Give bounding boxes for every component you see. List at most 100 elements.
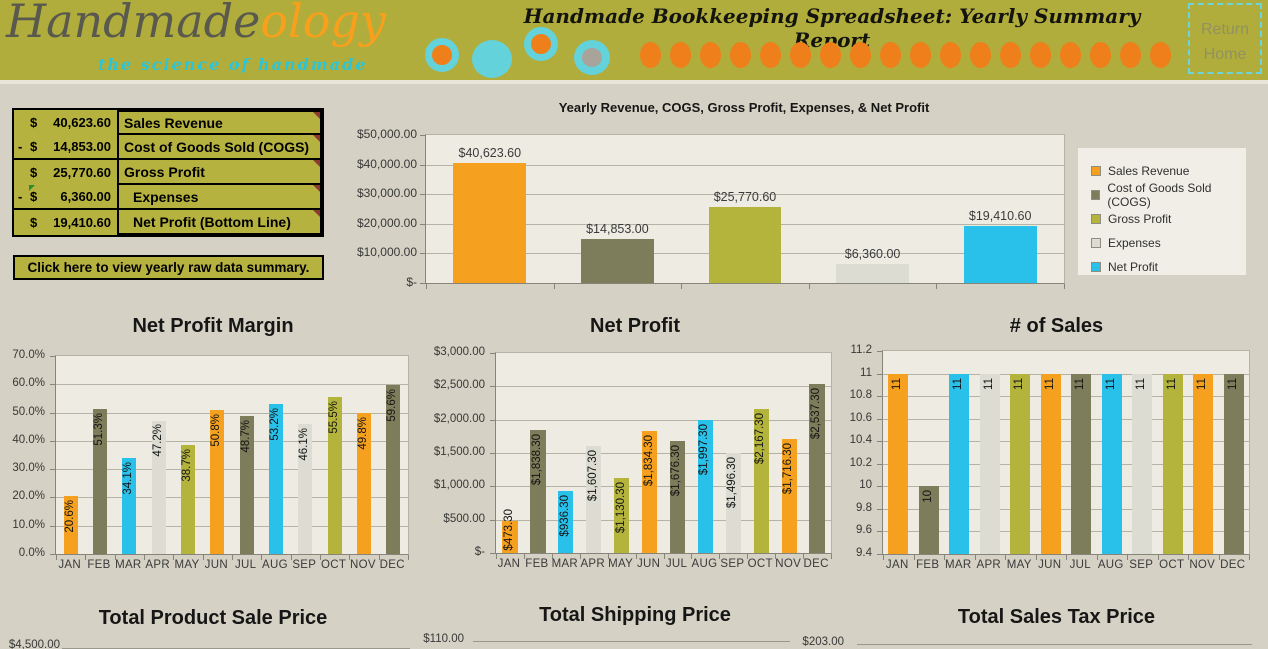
bar[interactable] bbox=[836, 264, 909, 283]
x-axis-label: OCT bbox=[321, 559, 347, 571]
label-cell[interactable]: Gross Profit bbox=[117, 158, 322, 185]
chart-net-profit-monthly[interactable]: Net Profit $3,000.00 $2,500.00 $2,000.00 $1… bbox=[430, 312, 840, 587]
table-row: $19,410.60 Net Profit (Bottom Line) bbox=[14, 208, 322, 235]
gridline bbox=[473, 641, 790, 642]
bar[interactable] bbox=[586, 445, 602, 553]
bar[interactable] bbox=[530, 430, 546, 553]
chart-yearly-summary[interactable]: Yearly Revenue, COGS, Gross Profit, Expe… bbox=[340, 95, 1080, 295]
y-tick-mark bbox=[50, 356, 55, 357]
bar[interactable] bbox=[210, 410, 225, 554]
bar[interactable] bbox=[1040, 373, 1061, 554]
x-axis-label: APR bbox=[976, 559, 1002, 571]
bar[interactable] bbox=[1193, 373, 1214, 554]
x-tick-mark bbox=[747, 554, 749, 559]
bar[interactable] bbox=[63, 495, 78, 554]
chart-title: Yearly Revenue, COGS, Gross Profit, Expe… bbox=[558, 100, 930, 115]
label-cell[interactable]: Expenses bbox=[117, 183, 322, 210]
summary-table: $40,623.60 Sales Revenue - $14,853.00 Cos… bbox=[12, 108, 324, 237]
bar[interactable] bbox=[581, 239, 654, 283]
x-tick-mark bbox=[553, 284, 555, 289]
bar[interactable] bbox=[963, 225, 1037, 283]
bar-value-label: 11 bbox=[1165, 377, 1178, 390]
label-cell[interactable]: Sales Revenue bbox=[117, 110, 322, 135]
bar[interactable] bbox=[725, 453, 741, 553]
bar[interactable] bbox=[1162, 373, 1183, 554]
bar-value-label: 53.2% bbox=[268, 407, 281, 441]
bar[interactable] bbox=[453, 162, 527, 283]
bar[interactable] bbox=[239, 416, 254, 554]
bar-value-label: 47.2% bbox=[151, 424, 164, 458]
bar-value-label: 55.5% bbox=[327, 401, 340, 434]
amount-cell[interactable]: $19,410.60 bbox=[30, 215, 111, 230]
bar[interactable] bbox=[949, 373, 970, 554]
bar[interactable] bbox=[669, 441, 686, 553]
bar[interactable] bbox=[298, 423, 313, 554]
amount-cell[interactable]: $25,770.60 bbox=[30, 165, 111, 180]
bar[interactable] bbox=[888, 373, 909, 554]
x-axis-label: NOV bbox=[1189, 559, 1216, 571]
y-tick-mark bbox=[490, 419, 495, 421]
x-axis-label: FEB bbox=[525, 558, 549, 570]
bar[interactable] bbox=[708, 206, 782, 283]
x-axis-label: SEP bbox=[292, 559, 317, 571]
return-home-button[interactable]: Return Home bbox=[1188, 3, 1262, 74]
category-slot: 11 bbox=[1097, 351, 1128, 554]
bar[interactable] bbox=[1223, 373, 1244, 554]
bar-value-label: 51.3% bbox=[92, 412, 105, 446]
bar[interactable] bbox=[753, 408, 769, 553]
bar[interactable] bbox=[327, 397, 342, 554]
category-slot: 20.6% bbox=[56, 356, 85, 554]
bar[interactable] bbox=[979, 373, 1000, 554]
bar[interactable] bbox=[356, 413, 371, 554]
x-tick-mark bbox=[496, 554, 497, 559]
y-axis: 11.2 11 10.8 10.6 10.4 10.2 10 9.8 9.6 9.4 bbox=[845, 344, 876, 559]
y-axis-label: 40.0% bbox=[12, 433, 45, 446]
bar[interactable] bbox=[268, 403, 283, 554]
label-cell[interactable]: Cost of Goods Sold (COGS) bbox=[117, 133, 322, 160]
x-tick-mark bbox=[663, 554, 665, 559]
y-axis-label: 10.4 bbox=[849, 434, 872, 447]
bar[interactable] bbox=[1101, 373, 1122, 554]
y-axis-label: 10.8 bbox=[849, 389, 872, 402]
view-raw-data-button[interactable]: Click here to view yearly raw data summa… bbox=[13, 255, 324, 280]
gridline bbox=[883, 441, 1249, 443]
bar[interactable] bbox=[809, 383, 825, 553]
bar[interactable] bbox=[613, 477, 630, 553]
bar[interactable] bbox=[180, 444, 195, 554]
bar[interactable] bbox=[1010, 373, 1031, 554]
x-axis-label: AUG bbox=[1097, 559, 1124, 571]
bar[interactable] bbox=[641, 430, 658, 553]
bar[interactable] bbox=[781, 438, 797, 553]
bar[interactable] bbox=[502, 521, 518, 553]
bar[interactable] bbox=[697, 419, 714, 553]
bar[interactable] bbox=[151, 420, 166, 554]
bar[interactable] bbox=[386, 385, 401, 554]
y-tick-mark bbox=[420, 135, 425, 136]
category-slot: $1,130.30 bbox=[608, 353, 636, 553]
y-axis-label: $40,000.00 bbox=[356, 156, 417, 171]
amount-cell[interactable]: $40,623.60 bbox=[30, 115, 111, 130]
label-cell[interactable]: Net Profit (Bottom Line) bbox=[117, 208, 322, 235]
bar[interactable] bbox=[558, 490, 574, 553]
y-tick-mark bbox=[877, 531, 882, 533]
amount-cell[interactable]: - $14,853.00 bbox=[14, 135, 117, 160]
decor-dot-icon bbox=[1030, 42, 1051, 68]
bar[interactable] bbox=[1132, 373, 1153, 554]
bar[interactable] bbox=[1071, 373, 1092, 554]
amount-cell[interactable]: - $6,360.00 bbox=[14, 185, 117, 210]
x-tick-mark bbox=[831, 554, 832, 559]
x-tick-mark bbox=[202, 555, 204, 560]
table-row: - $6,360.00 Expenses bbox=[14, 183, 322, 210]
gridline bbox=[883, 418, 1249, 420]
bar-value-label: $19,410.60 bbox=[968, 208, 1032, 223]
bar-value-label: $1,834.30 bbox=[642, 434, 655, 486]
x-axis-label: MAY bbox=[1006, 559, 1032, 571]
chart-net-profit-margin[interactable]: Net Profit Margin 70.0% 60.0% 50.0% 40.0% 30… bbox=[8, 312, 418, 587]
bar[interactable] bbox=[918, 486, 939, 554]
chart-number-of-sales[interactable]: # of Sales 11.2 11 10.8 10.6 10.4 10.2 10 9.8 9.… bbox=[845, 312, 1268, 587]
bar[interactable] bbox=[122, 457, 137, 554]
bar-value-label: 11 bbox=[1196, 377, 1209, 390]
y-tick-mark bbox=[420, 164, 425, 166]
category-slot: 38.7% bbox=[173, 356, 202, 554]
bar[interactable] bbox=[92, 408, 108, 554]
